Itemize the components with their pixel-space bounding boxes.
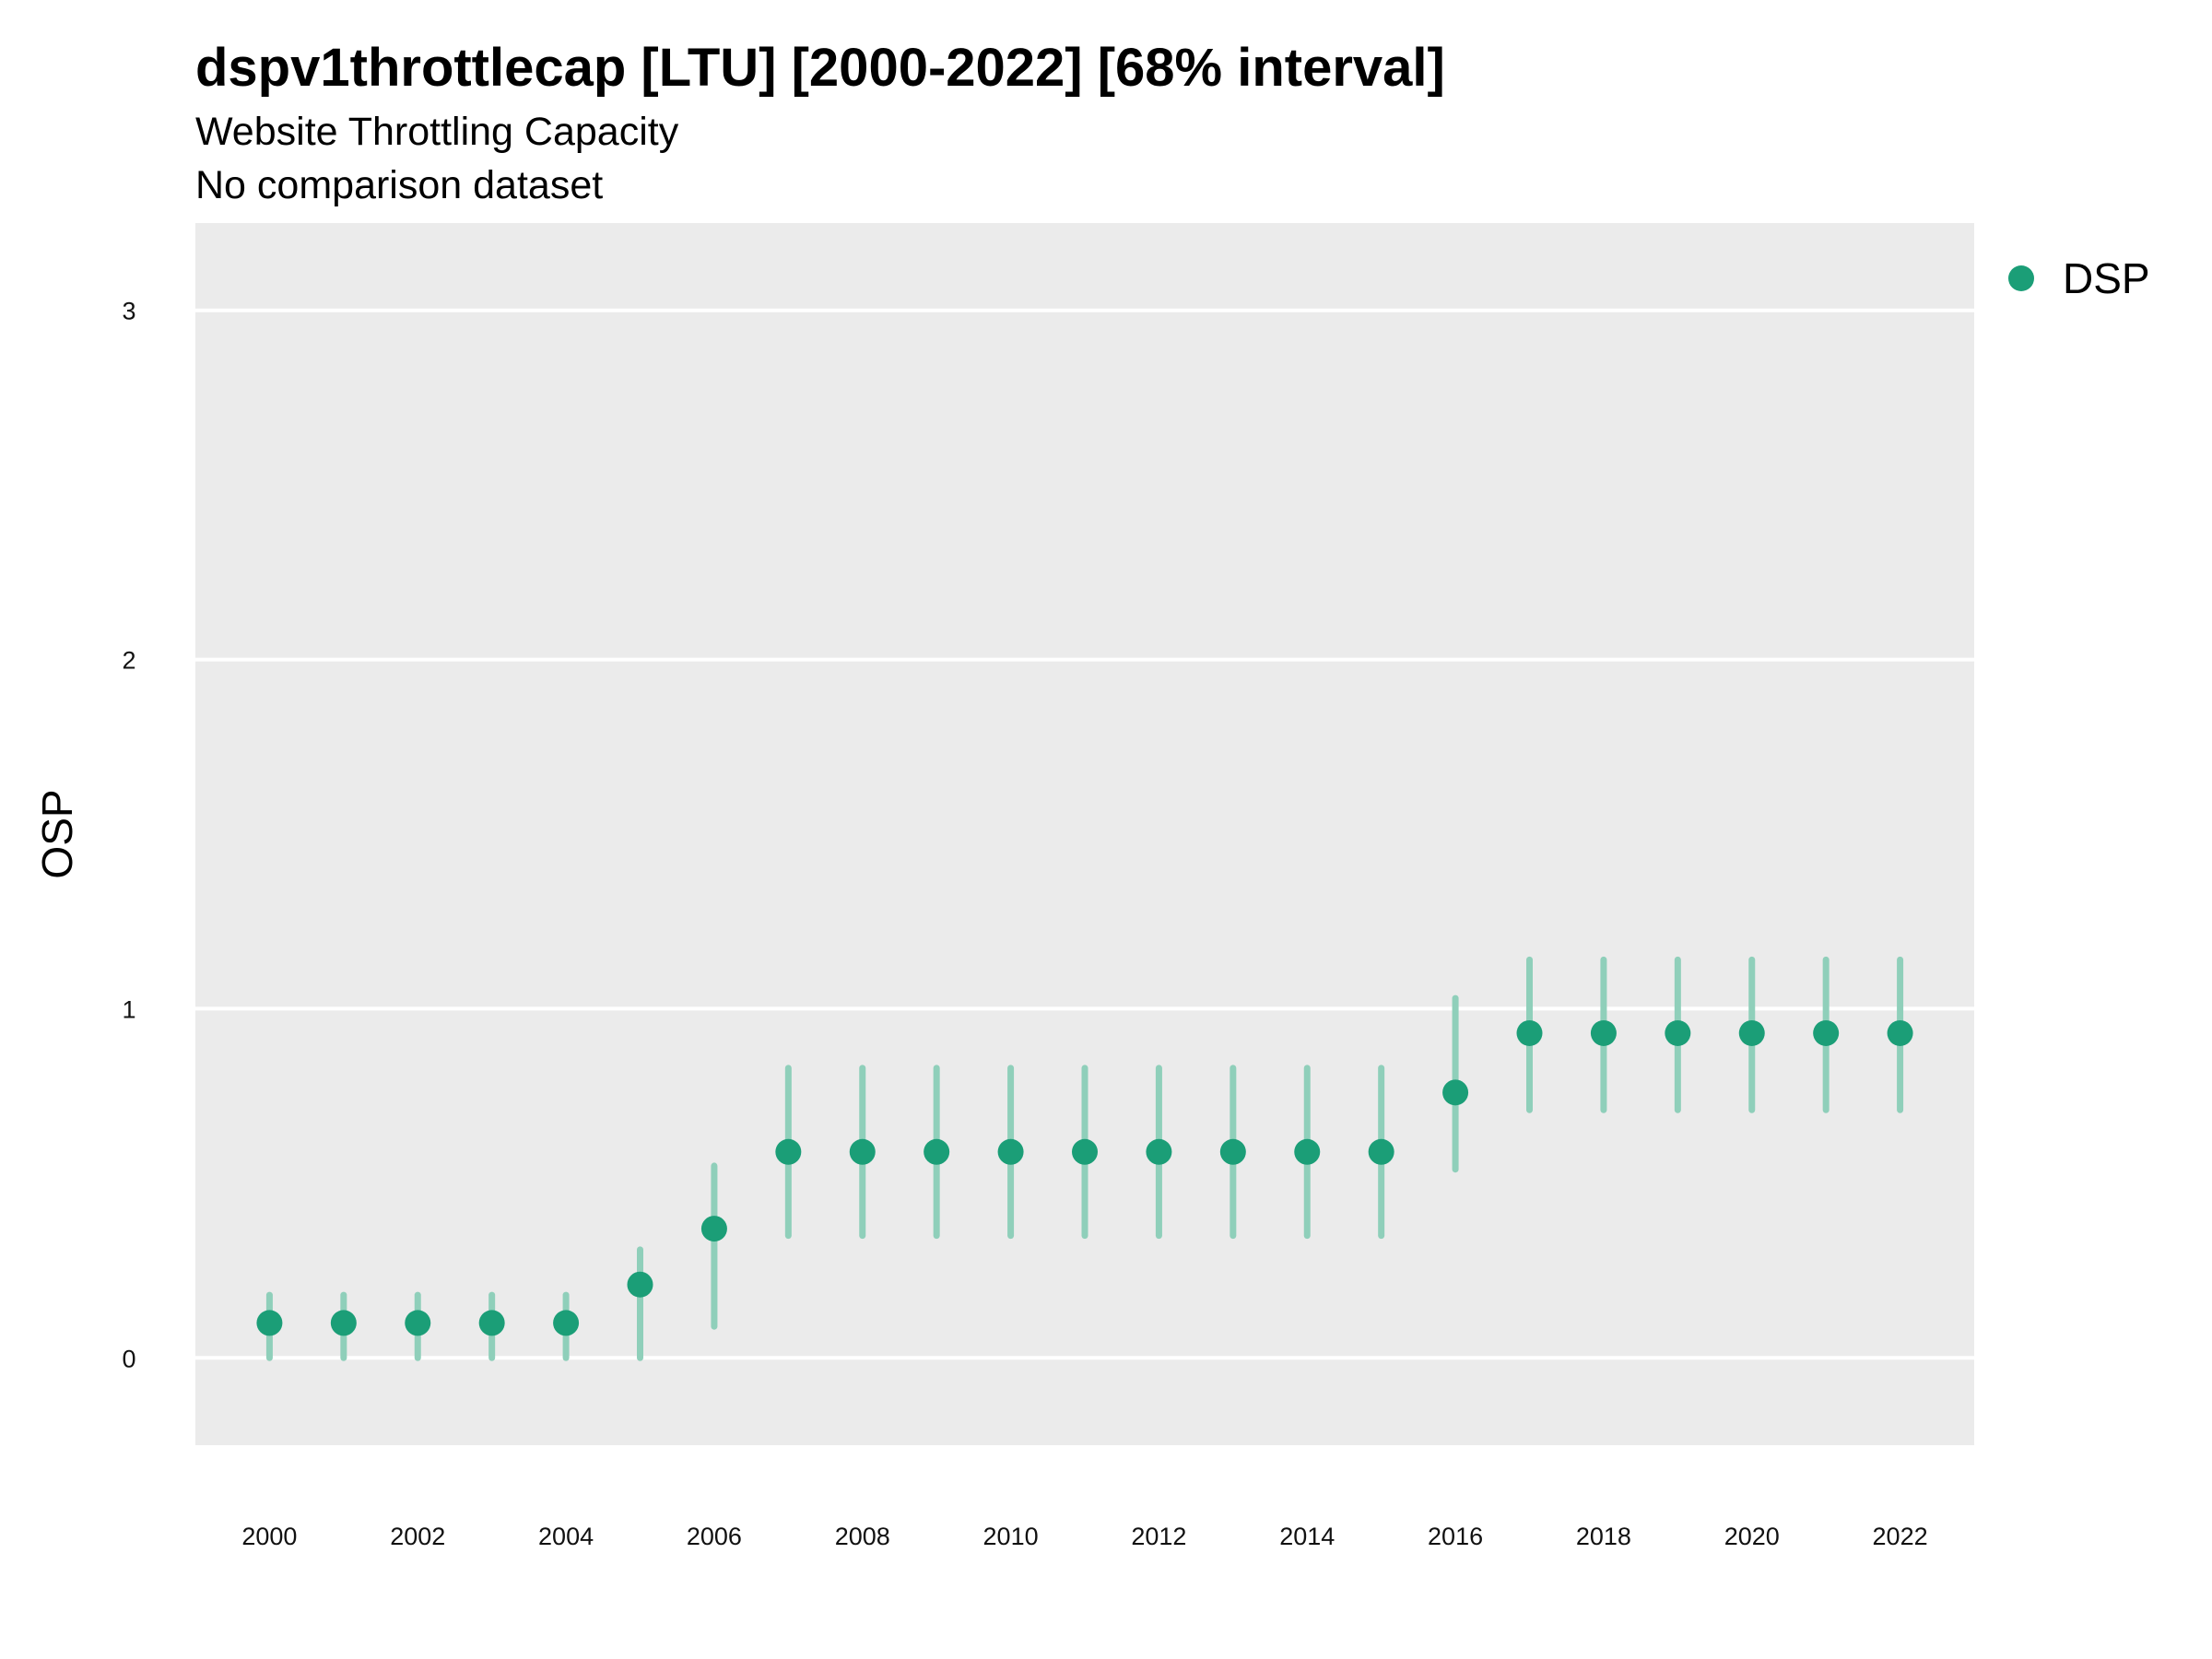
x-tick-label: 2008 <box>835 1523 890 1550</box>
x-tick-label: 2012 <box>1131 1523 1186 1550</box>
x-tick-label: 2002 <box>390 1523 445 1550</box>
x-tick-label: 2022 <box>1873 1523 1928 1550</box>
y-axis-ticks: 0 1 2 3 <box>122 298 135 1373</box>
data-point <box>849 1138 876 1165</box>
data-point <box>700 1216 727 1242</box>
y-tick-label: 2 <box>122 647 135 675</box>
x-tick-label: 2000 <box>241 1523 297 1550</box>
x-tick-label: 2016 <box>1428 1523 1483 1550</box>
plot-panel <box>195 223 1974 1445</box>
data-point <box>627 1271 653 1298</box>
data-point <box>1368 1138 1394 1165</box>
legend-label-dsp: DSP <box>2063 254 2150 302</box>
data-point <box>1219 1138 1246 1165</box>
data-point <box>405 1310 431 1336</box>
data-point <box>553 1310 580 1336</box>
x-tick-label: 2020 <box>1724 1523 1780 1550</box>
x-tick-label: 2006 <box>687 1523 742 1550</box>
data-point <box>1442 1079 1469 1106</box>
chart-subtitle: Website Throttling Capacity <box>195 110 679 154</box>
data-point <box>775 1138 802 1165</box>
data-point <box>924 1138 950 1165</box>
x-tick-label: 2004 <box>538 1523 594 1550</box>
legend: DSP <box>2008 254 2150 302</box>
data-marks <box>256 956 1913 1361</box>
data-point <box>1738 1019 1765 1046</box>
x-axis-ticks: 2000 2002 2004 2006 2008 2010 2012 2014 2016 2018… <box>241 1523 1927 1550</box>
x-tick-label: 2018 <box>1576 1523 1631 1550</box>
data-point <box>1590 1019 1617 1046</box>
data-point <box>1072 1138 1098 1165</box>
y-tick-label: 3 <box>122 298 135 325</box>
data-point <box>997 1138 1024 1165</box>
data-point <box>256 1310 283 1336</box>
chart-title: dspv1throttlecap [LTU] [2000-2022] [68% … <box>195 38 1445 98</box>
data-point <box>1516 1019 1543 1046</box>
x-tick-label: 2014 <box>1279 1523 1335 1550</box>
y-tick-label: 1 <box>122 995 135 1023</box>
x-tick-label: 2010 <box>983 1523 1039 1550</box>
data-point <box>1813 1019 1840 1046</box>
data-point <box>1294 1138 1321 1165</box>
chart-caption: No comparison dataset <box>195 163 603 207</box>
y-axis-label: OSP <box>33 789 81 878</box>
data-point <box>330 1310 357 1336</box>
data-point <box>1146 1138 1172 1165</box>
data-point <box>1665 1019 1691 1046</box>
y-tick-label: 0 <box>122 1345 135 1372</box>
data-point <box>478 1310 505 1336</box>
data-point <box>1887 1019 1913 1046</box>
legend-key-dsp <box>2008 265 2034 291</box>
